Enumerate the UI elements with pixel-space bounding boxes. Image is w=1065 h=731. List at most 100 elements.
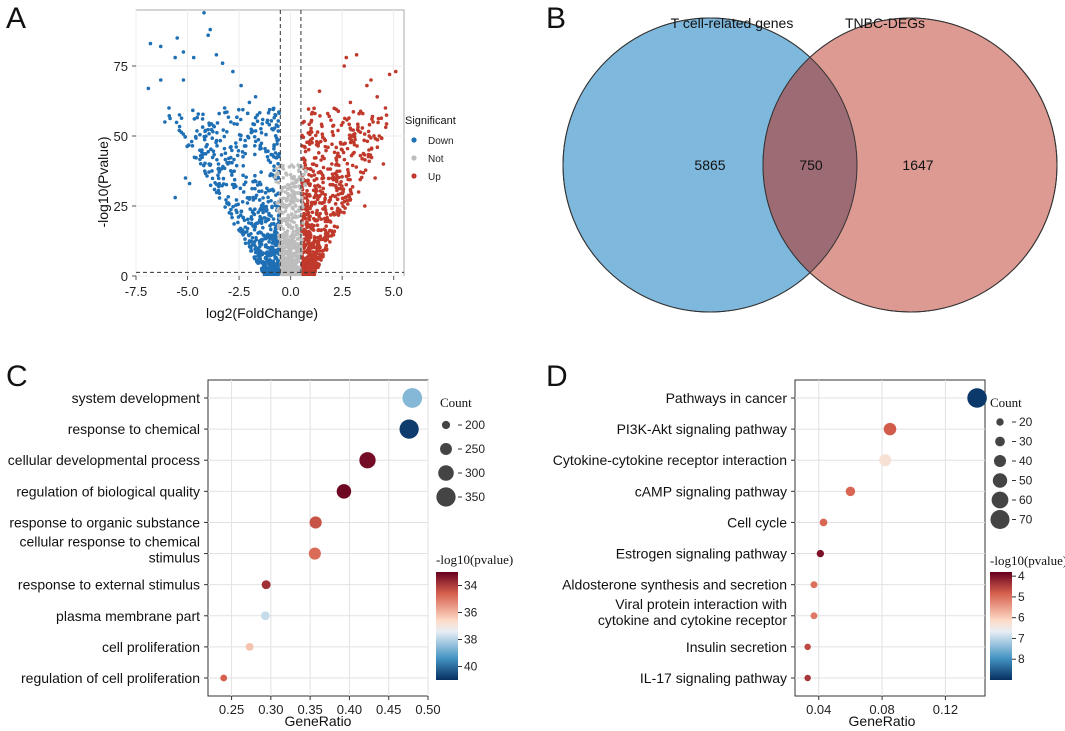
volcano-cloud-point: [257, 254, 262, 259]
go-size-legend-dot: [438, 465, 454, 481]
volcano-cloud-point: [308, 132, 312, 137]
go-size-legend: 200 250 300 350: [436, 418, 485, 507]
volcano-cloud-point: [362, 132, 367, 136]
volcano-cloud-point: [201, 112, 205, 117]
volcano-cloud-point: [297, 184, 302, 188]
volcano-cloud-point: [280, 218, 285, 223]
volcano-cloud-point: [358, 109, 363, 114]
volcano-cloud-point: [255, 113, 260, 117]
volcano-cloud-point: [291, 235, 296, 239]
kegg-color-bar: [990, 572, 1012, 680]
go-category-label: response to chemical: [68, 421, 200, 437]
volcano-cloud-point: [259, 126, 263, 131]
volcano-cloud-point: [315, 235, 320, 240]
volcano-cloud-point: [308, 230, 312, 235]
volcano-cloud-point: [289, 256, 293, 260]
venn-label-t-cell: T cell-related genes: [671, 15, 794, 31]
volcano-cloud-point: [247, 233, 251, 238]
volcano-points: [146, 11, 398, 276]
volcano-cloud-point: [249, 221, 254, 226]
volcano-cloud-point: [302, 172, 306, 177]
kegg-size-legend-dot: [990, 509, 1010, 530]
volcano-point-down: [189, 139, 194, 144]
volcano-cloud-point: [214, 138, 219, 143]
volcano-cloud-point: [332, 150, 337, 155]
volcano-cloud-point: [216, 176, 221, 181]
volcano-cloud-point: [253, 139, 258, 144]
volcano-cloud-point: [332, 224, 337, 229]
volcano-cloud-point: [244, 175, 249, 179]
volcano-cloud-point: [303, 163, 308, 167]
volcano-cloud-point: [223, 110, 227, 115]
volcano-cloud-point: [266, 200, 271, 204]
volcano-cloud-point: [375, 145, 380, 149]
volcano-point-up: [363, 204, 367, 208]
volcano-cloud-point: [292, 260, 297, 265]
volcano-cloud-point: [265, 118, 270, 123]
volcano-cloud-point: [353, 137, 357, 142]
volcano-cloud-point: [321, 254, 325, 259]
volcano-cloud-point: [276, 119, 281, 123]
volcano-cloud-point: [271, 234, 275, 238]
volcano-cloud-point: [287, 183, 291, 188]
panel-letter-a: A: [6, 2, 26, 35]
volcano-cloud-point: [237, 228, 241, 232]
go-size-legend-title: Count: [440, 395, 472, 410]
volcano-cloud-point: [225, 130, 229, 134]
volcano-cloud-point: [271, 127, 275, 132]
volcano-cloud-point: [227, 160, 232, 165]
volcano-cloud-point: [300, 202, 305, 207]
volcano-y-ticks: 0 25 50 75: [114, 59, 136, 284]
volcano-cloud-point: [239, 209, 244, 214]
volcano-point-up: [369, 78, 373, 82]
volcano-cloud-point: [250, 209, 255, 214]
volcano-cloud-point: [259, 221, 264, 225]
kegg-size-legend-dot: [992, 473, 1008, 488]
go-size-legend-label: 250: [465, 442, 485, 456]
volcano-cloud-point: [198, 162, 203, 166]
volcano-point-down: [181, 50, 186, 54]
volcano-point-down: [167, 106, 171, 110]
volcano-cloud-point: [344, 174, 349, 179]
volcano-legend-title: Significant: [405, 115, 456, 127]
volcano-cloud-point: [347, 133, 352, 137]
volcano-cloud-point: [238, 137, 243, 142]
volcano-cloud-point: [215, 121, 220, 125]
volcano-cloud-point: [203, 161, 207, 166]
volcano-point-up: [342, 64, 347, 68]
volcano-cloud-point: [286, 213, 291, 218]
volcano-cloud-point: [352, 142, 357, 147]
volcano-cloud-point: [192, 155, 197, 160]
volcano-cloud-point: [316, 141, 321, 145]
volcano-point-down: [231, 69, 235, 74]
volcano-cloud-point: [251, 224, 255, 228]
volcano-cloud-point: [268, 223, 272, 228]
volcano-cloud-point: [255, 119, 260, 124]
go-x-tick: 0.50: [415, 702, 440, 717]
volcano-cloud-point: [331, 133, 336, 137]
volcano-cloud-point: [310, 258, 314, 262]
volcano-cloud-point: [316, 150, 321, 155]
volcano-cloud-point: [275, 142, 279, 146]
volcano-cloud-point: [269, 214, 273, 218]
volcano-point-down: [183, 176, 188, 180]
volcano-cloud-point: [218, 138, 223, 143]
volcano-x-tick: 0.0: [282, 284, 300, 299]
volcano-cloud-point: [260, 117, 265, 122]
volcano-cloud-point: [241, 163, 246, 168]
kegg-dot: [879, 454, 892, 467]
volcano-cloud-point: [271, 259, 276, 264]
kegg-color-legend-title: -log10(pvalue): [990, 553, 1065, 568]
volcano-cloud-point: [347, 116, 351, 120]
volcano-cloud-point: [272, 115, 277, 120]
volcano-point-down: [173, 195, 177, 200]
volcano-cloud-point: [324, 224, 329, 228]
volcano-cloud-point: [259, 146, 263, 151]
go-dot: [309, 516, 322, 529]
volcano-cloud-point: [376, 116, 381, 121]
volcano-cloud-point: [304, 208, 309, 213]
volcano-cloud-point: [288, 172, 293, 177]
kegg-color-legend-label: 7: [1018, 631, 1025, 645]
volcano-cloud-point: [236, 215, 241, 219]
volcano-cloud-point: [271, 265, 275, 270]
